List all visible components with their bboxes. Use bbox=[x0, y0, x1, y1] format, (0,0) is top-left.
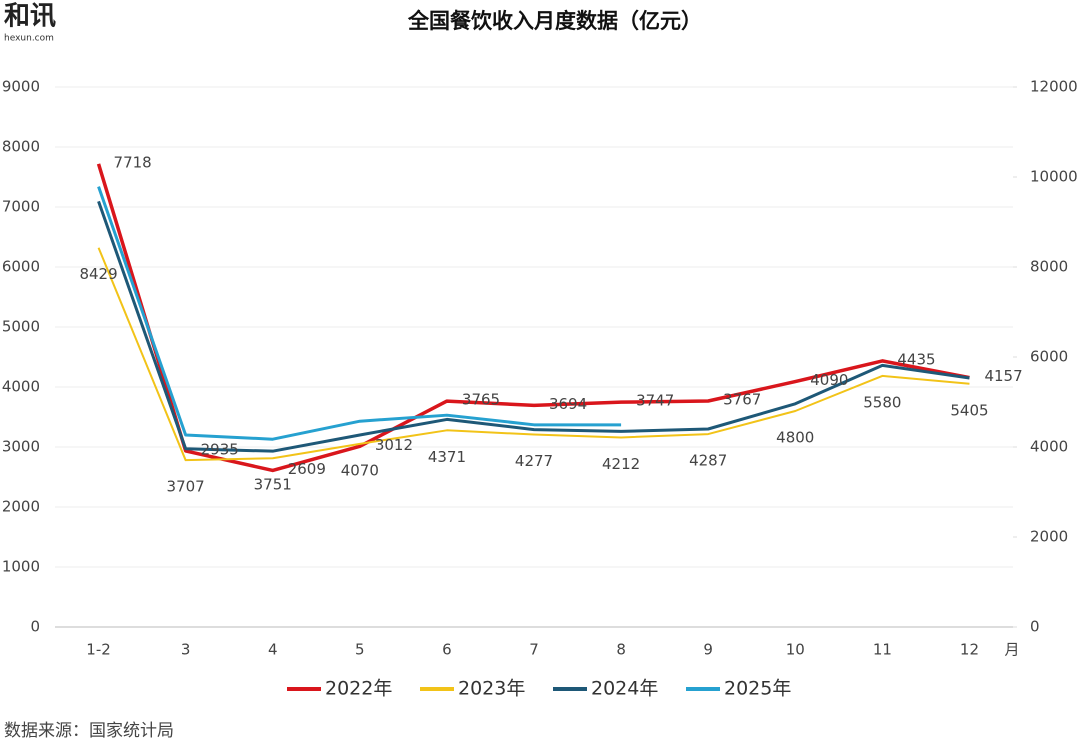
y-tick-label: 2000 bbox=[2, 498, 40, 516]
data-label: 5405 bbox=[950, 401, 988, 419]
y2-tick-label: 6000 bbox=[1030, 348, 1068, 366]
data-label: 5580 bbox=[863, 393, 901, 411]
x-tick-label: 9 bbox=[703, 641, 713, 659]
x-tick-label: 10 bbox=[786, 641, 805, 659]
data-label: 8429 bbox=[79, 265, 117, 283]
y-tick-label: 9000 bbox=[2, 78, 40, 96]
y2-tick-label: 8000 bbox=[1030, 258, 1068, 276]
x-tick-label: 7 bbox=[529, 641, 539, 659]
legend-label: 2024年 bbox=[591, 678, 658, 700]
x-tick-label: 12 bbox=[960, 641, 979, 659]
data-label: 3747 bbox=[636, 392, 674, 410]
logo: 和讯 bbox=[4, 2, 56, 32]
x-tick-label: 5 bbox=[355, 641, 365, 659]
y-tick-label: 6000 bbox=[2, 258, 40, 276]
data-label: 3765 bbox=[462, 391, 500, 409]
data-label: 4287 bbox=[689, 452, 727, 470]
legend-label: 2025年 bbox=[724, 678, 791, 700]
legend-label: 2022年 bbox=[325, 678, 392, 700]
data-label: 4070 bbox=[341, 461, 379, 479]
y2-tick-label: 2000 bbox=[1030, 528, 1068, 546]
y-tick-label: 1000 bbox=[2, 558, 40, 576]
x-tick-label: 11 bbox=[873, 641, 892, 659]
data-label: 4371 bbox=[428, 448, 466, 466]
y-tick-label: 8000 bbox=[2, 138, 40, 156]
data-label: 4212 bbox=[602, 455, 640, 473]
data-label: 3767 bbox=[723, 390, 761, 408]
series-line bbox=[97, 200, 970, 453]
x-axis-label: 月 bbox=[1004, 641, 1019, 659]
data-label: 4277 bbox=[515, 452, 553, 470]
data-label: 4435 bbox=[897, 350, 935, 368]
x-tick-label: 4 bbox=[268, 641, 278, 659]
data-label: 3707 bbox=[167, 478, 205, 496]
y2-tick-label: 12000 bbox=[1030, 78, 1078, 96]
series-line bbox=[97, 247, 970, 462]
series-line bbox=[96, 163, 970, 473]
data-label: 3694 bbox=[549, 395, 587, 413]
x-tick-label: 1-2 bbox=[86, 641, 111, 659]
data-label: 4800 bbox=[776, 429, 814, 447]
data-label: 3751 bbox=[254, 476, 292, 494]
x-tick-label: 8 bbox=[616, 641, 626, 659]
y2-tick-label: 0 bbox=[1030, 618, 1040, 636]
y-tick-label: 4000 bbox=[2, 378, 40, 396]
source: 数据来源：国家统计局 bbox=[4, 721, 174, 741]
legend-label: 2023年 bbox=[458, 678, 525, 700]
logo-subtitle: hexun.com bbox=[4, 34, 54, 44]
data-label: 4157 bbox=[984, 367, 1022, 385]
y-tick-label: 3000 bbox=[2, 438, 40, 456]
data-label: 4090 bbox=[810, 371, 848, 389]
data-label: 2935 bbox=[201, 440, 239, 458]
data-label: 7718 bbox=[114, 153, 152, 171]
y2-tick-label: 10000 bbox=[1030, 168, 1078, 186]
y-tick-label: 7000 bbox=[2, 198, 40, 216]
chart-title: 全国餐饮收入月度数据（亿元） bbox=[407, 9, 702, 33]
x-tick-label: 6 bbox=[442, 641, 452, 659]
data-label: 2609 bbox=[288, 460, 326, 478]
data-label: 3012 bbox=[375, 436, 413, 454]
y-tick-label: 0 bbox=[30, 618, 40, 636]
series-line bbox=[97, 186, 622, 441]
y2-tick-label: 4000 bbox=[1030, 438, 1068, 456]
x-tick-label: 3 bbox=[181, 641, 191, 659]
y-tick-label: 5000 bbox=[2, 318, 40, 336]
